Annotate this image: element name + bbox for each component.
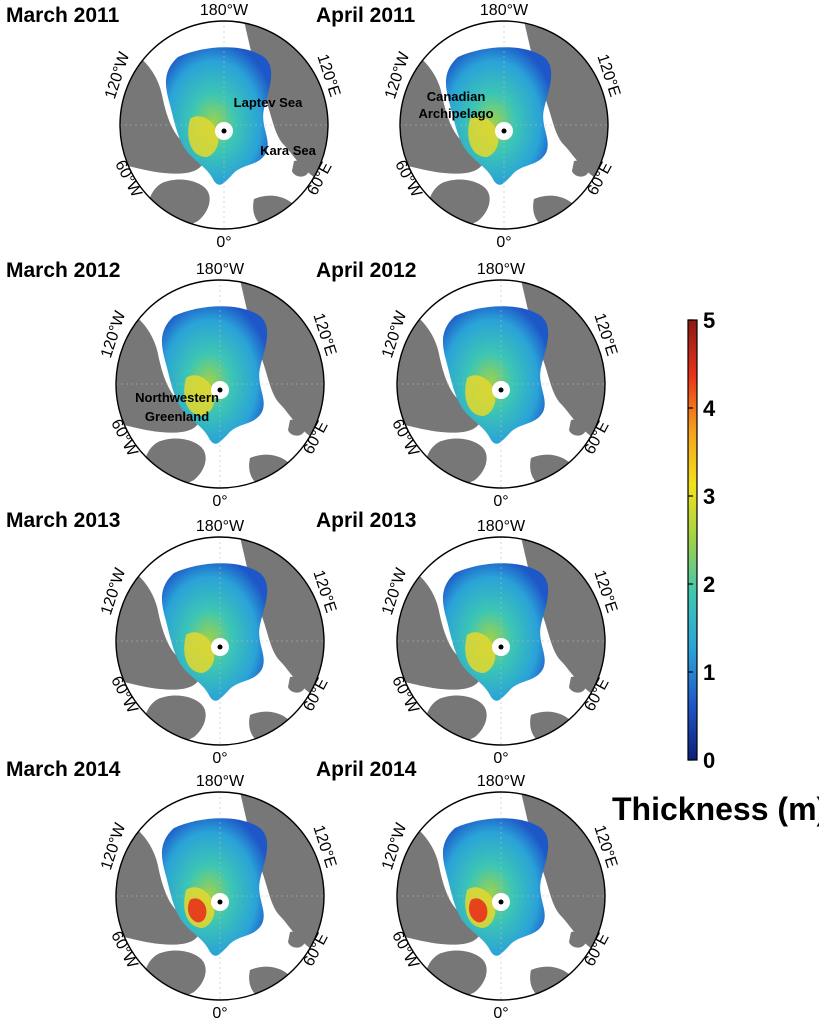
longitude-label: 180°W (196, 518, 245, 535)
land-mass (292, 160, 309, 177)
land-mass (288, 931, 305, 948)
map-border (396, 536, 606, 746)
sea-ice-thickness (442, 818, 549, 956)
north-pole-marker (221, 128, 227, 134)
thick-ice-zone (468, 116, 499, 157)
land-mass (569, 931, 586, 948)
longitude-label: 0° (212, 1005, 227, 1022)
thick-ice-zone (465, 632, 496, 673)
panel-title: March 2013 (6, 509, 120, 532)
region-label: Laptev Sea (234, 95, 303, 110)
sea-ice-thickness (161, 563, 268, 701)
region-label: Canadian (427, 89, 486, 104)
longitude-label: 0° (493, 1005, 508, 1022)
region-label: Northwestern (135, 390, 219, 405)
longitude-label: 0° (212, 750, 227, 767)
sea-ice-thickness (161, 306, 268, 444)
panel-title: March 2011 (6, 4, 120, 27)
colorbar-ticks: 0 1 2 3 4 5 (688, 308, 716, 773)
colorbar-tick-label: 1 (703, 660, 715, 685)
longitude-label: 0° (493, 493, 508, 510)
longitude-label: 0° (212, 493, 227, 510)
map-border (399, 20, 609, 230)
thickness-colorbar: 0 1 2 3 4 5 Thickness (m) (612, 308, 819, 827)
map-border (115, 279, 325, 489)
longitude-label: 180°W (477, 518, 526, 535)
map-border (115, 791, 325, 1001)
land-mass (572, 160, 589, 177)
longitude-label: 0° (493, 750, 508, 767)
colorbar-tick-label: 3 (703, 484, 715, 509)
panel-title: April 2012 (316, 259, 416, 282)
map-border (396, 279, 606, 489)
thick-ice-zone (184, 375, 215, 416)
colorbar-tick-label: 2 (703, 572, 715, 597)
colorbar-tick-label: 0 (703, 748, 715, 773)
north-pole-marker (217, 899, 223, 905)
thick-ice-zone (465, 375, 496, 416)
sea-ice-thickness (442, 306, 549, 444)
north-pole-marker (217, 644, 223, 650)
longitude-label: 180°W (477, 261, 526, 278)
colorbar-ramp (687, 319, 698, 761)
sea-ice-thickness (165, 47, 272, 185)
land-mass (288, 419, 305, 436)
map-border (119, 20, 329, 230)
panel-title: March 2012 (6, 259, 120, 282)
north-pole-marker (501, 128, 507, 134)
longitude-label: 0° (216, 234, 231, 251)
region-label: Archipelago (418, 106, 493, 121)
map-border (115, 536, 325, 746)
thick-ice-zone (184, 632, 215, 673)
thickest-ice-zone (469, 898, 488, 923)
panel-title: April 2014 (316, 758, 417, 781)
longitude-label: 180°W (477, 773, 526, 790)
longitude-label: 180°W (480, 2, 529, 19)
north-pole-marker (498, 899, 504, 905)
panel-title: March 2014 (6, 758, 121, 781)
panel-title: April 2013 (316, 509, 416, 532)
north-pole-marker (498, 387, 504, 393)
land-mass (569, 419, 586, 436)
sea-ice-thickness (445, 47, 552, 185)
map-border (396, 791, 606, 1001)
north-pole-marker (217, 387, 223, 393)
panel-title: April 2011 (316, 4, 416, 27)
region-label: Greenland (145, 409, 209, 424)
colorbar-tick-label: 4 (703, 396, 716, 421)
north-pole-marker (498, 644, 504, 650)
longitude-label: 180°W (196, 261, 245, 278)
thick-ice-zone (188, 116, 219, 157)
land-mass (569, 676, 586, 693)
sea-ice-thickness (442, 563, 549, 701)
colorbar-tick-label: 5 (703, 308, 715, 333)
land-mass (288, 676, 305, 693)
longitude-label: 0° (496, 234, 511, 251)
longitude-label: 180°W (200, 2, 249, 19)
region-label: Kara Sea (260, 143, 316, 158)
colorbar-title: Thickness (m) (612, 791, 819, 827)
sea-ice-thickness (161, 818, 268, 956)
thickest-ice-zone (188, 898, 207, 923)
longitude-label: 180°W (196, 773, 245, 790)
